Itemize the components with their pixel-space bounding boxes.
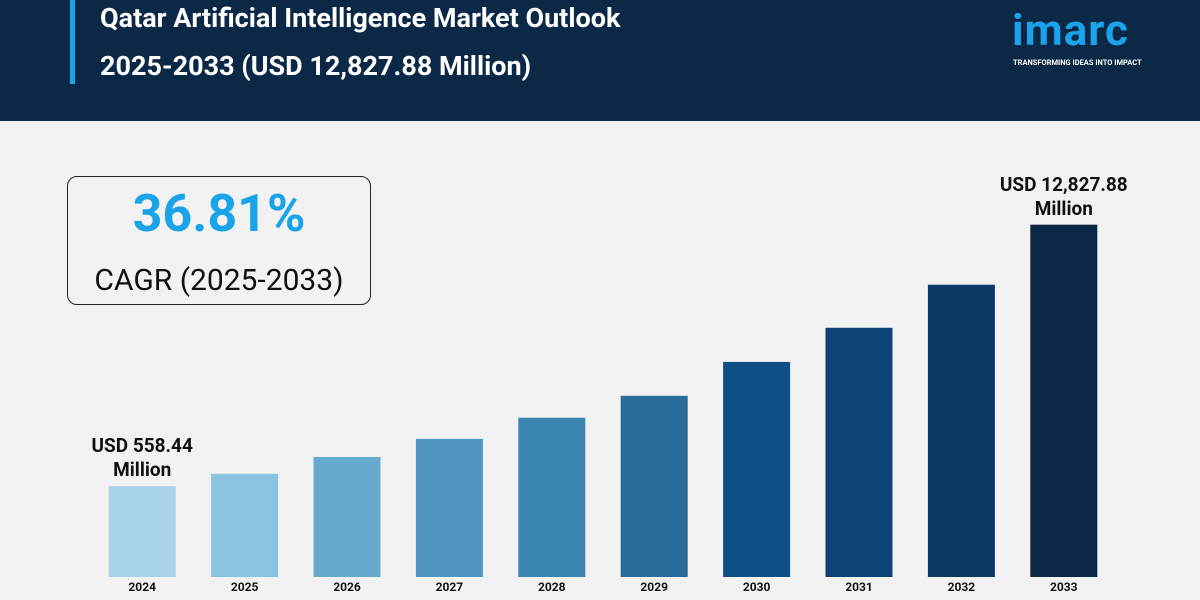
value-label: USD 12,827.88 Million xyxy=(999,172,1128,220)
x-tick-label: 2029 xyxy=(640,580,668,594)
bar xyxy=(108,486,176,577)
bar xyxy=(415,438,483,577)
value-label: USD 558.44 Million xyxy=(91,434,193,482)
bar xyxy=(927,284,995,577)
x-tick-label: 2032 xyxy=(948,580,976,594)
cagr-label: CAGR (2025-2033) xyxy=(94,263,344,298)
x-tick-label: 2030 xyxy=(743,580,771,594)
title: 2025-2033 (USD 12,827.88 Million) xyxy=(100,50,532,82)
x-tick-label: 2031 xyxy=(845,580,873,594)
x-tick-label: 2026 xyxy=(333,580,361,594)
x-tick-label: 2033 xyxy=(1050,580,1078,594)
x-tick-label: 2028 xyxy=(538,580,566,594)
tagline: TRANSFORMING IDEAS INTO IMPACT xyxy=(1013,58,1142,67)
accent-bar xyxy=(70,0,75,84)
title: Qatar Artificial Intelligence Market Out… xyxy=(100,2,621,34)
x-tick-label: 2027 xyxy=(436,580,464,594)
x-tick-label: 2025 xyxy=(231,580,259,594)
bar xyxy=(313,456,381,577)
bar xyxy=(518,417,586,577)
bar xyxy=(620,395,688,577)
bar xyxy=(723,361,791,577)
bar xyxy=(211,473,279,577)
header: Qatar Artificial Intelligence Market Out… xyxy=(0,0,1200,121)
x-tick-label: 2024 xyxy=(128,580,156,594)
cagr-box: 36.81% CAGR (2025-2033) xyxy=(67,176,371,305)
bar xyxy=(825,327,893,577)
bar xyxy=(1030,224,1098,578)
cagr-value: 36.81% xyxy=(132,183,306,244)
logo: imarc xyxy=(1012,4,1129,56)
